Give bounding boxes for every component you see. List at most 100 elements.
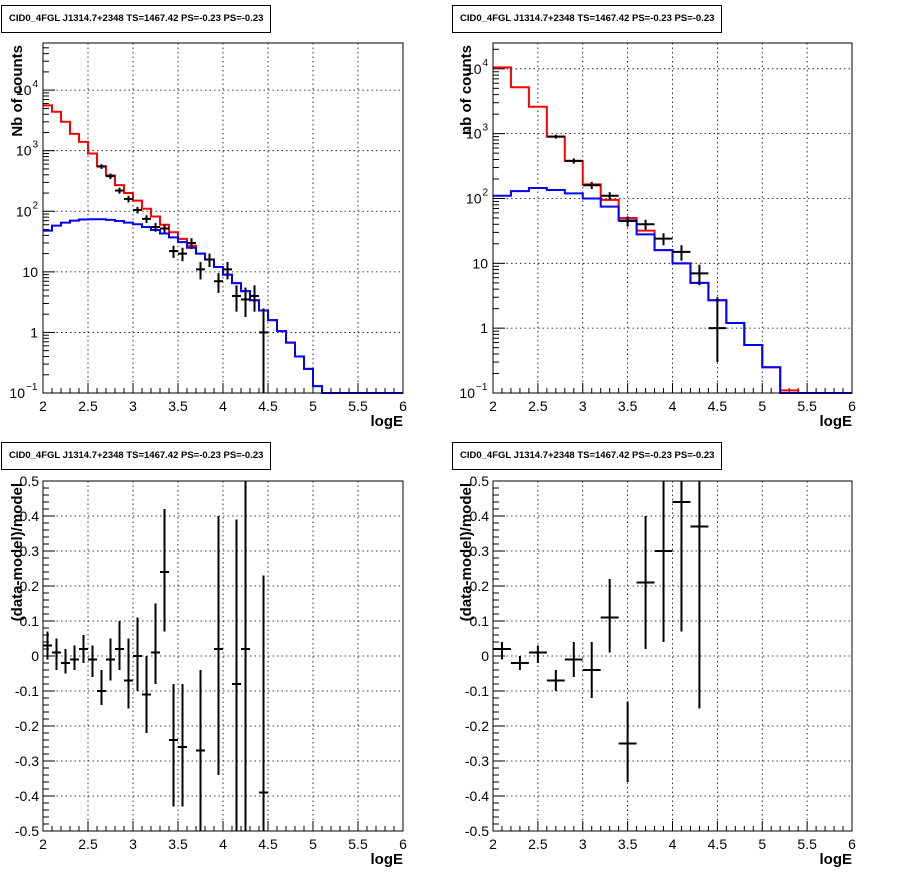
x-tick-label: 2 <box>39 398 47 414</box>
x-tick-label: 3.5 <box>168 836 188 852</box>
y-tick-label: -0.2 <box>465 718 489 734</box>
data-point <box>97 164 106 169</box>
data-point <box>241 287 250 317</box>
data-point <box>654 481 673 642</box>
x-axis-label: logE <box>820 851 853 868</box>
y-tick-label: 0.4 <box>20 508 40 524</box>
y-tick-exponent: 2 <box>33 200 39 211</box>
pad-counts-right: CID0_4FGL J1314.7+2348 TS=1467.42 PS=-0.… <box>449 0 898 437</box>
data-point <box>88 645 97 677</box>
data-point <box>582 642 601 698</box>
y-tick-label: -0.5 <box>15 823 39 839</box>
y-tick-label: 10 <box>466 61 482 77</box>
data-point <box>61 649 70 674</box>
x-tick-label: 2 <box>489 398 497 414</box>
x-tick-label: 3.5 <box>618 836 638 852</box>
y-tick-label: 0.1 <box>470 613 490 629</box>
x-tick-label: 2 <box>39 836 47 852</box>
grid <box>493 481 852 831</box>
data-point <box>160 224 169 233</box>
y-tick-label: -0.1 <box>465 683 489 699</box>
data-point <box>600 192 619 200</box>
data-point <box>708 297 727 363</box>
data-point <box>493 642 511 660</box>
x-tick-label: 6 <box>399 836 407 852</box>
x-axis-label: logE <box>820 413 853 430</box>
y-axis-label: nb of counts <box>458 45 475 135</box>
data-point <box>124 638 133 709</box>
data-point <box>600 579 619 653</box>
data-point <box>528 645 547 663</box>
data-point <box>232 519 241 831</box>
x-tick-label: 6 <box>848 836 856 852</box>
y-tick-label: 1 <box>480 320 488 336</box>
x-tick-label: 5 <box>758 398 766 414</box>
grid <box>493 43 852 393</box>
data-point <box>205 253 214 268</box>
pad-residuals-left: CID0_4FGL J1314.7+2348 TS=1467.42 PS=-0.… <box>0 437 449 875</box>
x-tick-label: 5.5 <box>348 836 368 852</box>
data-points <box>546 134 727 363</box>
y-tick-label: -0.4 <box>465 788 489 804</box>
data-point <box>196 670 205 831</box>
data-points <box>43 481 268 831</box>
y-tick-label: 10 <box>466 190 482 206</box>
y-tick-label: 0.1 <box>20 613 40 629</box>
y-axis-label: (data-model)/model <box>458 483 475 621</box>
x-tick-label: 3 <box>129 836 137 852</box>
data-point <box>178 247 187 262</box>
y-tick-label: 0.5 <box>20 473 40 489</box>
data-point <box>672 481 691 632</box>
data-point <box>214 516 223 775</box>
data-point <box>142 215 151 224</box>
plot-frame <box>492 42 853 394</box>
x-tick-label: 4.5 <box>708 398 728 414</box>
y-tick-label: 10 <box>22 264 38 280</box>
data-point <box>636 219 655 230</box>
x-tick-label: 4 <box>669 398 677 414</box>
data-point <box>70 645 79 670</box>
data-point <box>564 158 583 164</box>
chart-title: CID0_4FGL J1314.7+2348 TS=1467.42 PS=-0.… <box>452 5 723 33</box>
y-tick-exponent: 3 <box>483 123 489 134</box>
x-tick-label: 3 <box>579 836 587 852</box>
data-point <box>142 656 151 733</box>
y-tick-label: 0.3 <box>470 543 490 559</box>
data-point <box>618 701 637 782</box>
data-point <box>43 631 52 660</box>
residuals-plot-right: 2 2.5 3 3.5 4 4.5 5 5.5 6logE-0.5-0.4-0.3-0.2-0.… <box>458 473 856 868</box>
data-point <box>79 635 88 663</box>
pad-counts-left: CID0_4FGL J1314.7+2348 TS=1467.42 PS=-0.… <box>0 0 449 437</box>
x-tick-label: 5.5 <box>348 398 368 414</box>
x-tick-label: 2.5 <box>528 836 548 852</box>
y-tick-exponent: 3 <box>33 140 39 151</box>
chart-title: CID0_4FGL J1314.7+2348 TS=1467.42 PS=-0.… <box>1 442 272 470</box>
y-tick-label: 10 <box>16 143 32 159</box>
y-tick-label: 10 <box>16 203 32 219</box>
grid <box>43 43 403 393</box>
x-tick-label: 5 <box>758 836 766 852</box>
y-tick-label: 0 <box>31 648 39 664</box>
x-axis-label: logE <box>371 851 404 868</box>
y-tick-label: 10 <box>9 385 25 401</box>
y-tick-label: 0.3 <box>20 543 40 559</box>
y-tick-exponent: −1 <box>26 382 38 393</box>
pad-residuals-right: CID0_4FGL J1314.7+2348 TS=1467.42 PS=-0.… <box>449 437 898 875</box>
x-tick-label: 2.5 <box>78 398 98 414</box>
plot-frame <box>42 42 404 394</box>
y-tick-label: 0 <box>481 648 489 664</box>
y-tick-label: 0.2 <box>20 578 40 594</box>
y-tick-label: -0.3 <box>465 753 489 769</box>
data-point <box>133 617 142 691</box>
data-point <box>564 642 583 677</box>
y-axis: -0.5 -0.4 -0.3 -0.2 -0.1 0 0.1 0.2 0.3 0.4 0.5(dat… <box>9 473 55 839</box>
y-tick-label: 0.2 <box>470 578 490 594</box>
plot-frame <box>42 480 404 832</box>
y-tick-label: 1 <box>30 324 38 340</box>
data-point <box>169 245 178 258</box>
data-point <box>106 638 115 681</box>
x-tick-label: 6 <box>399 398 407 414</box>
